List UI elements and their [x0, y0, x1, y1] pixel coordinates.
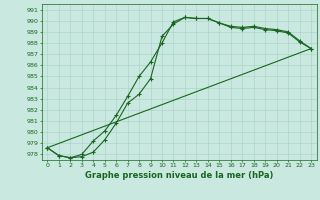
- X-axis label: Graphe pression niveau de la mer (hPa): Graphe pression niveau de la mer (hPa): [85, 171, 273, 180]
